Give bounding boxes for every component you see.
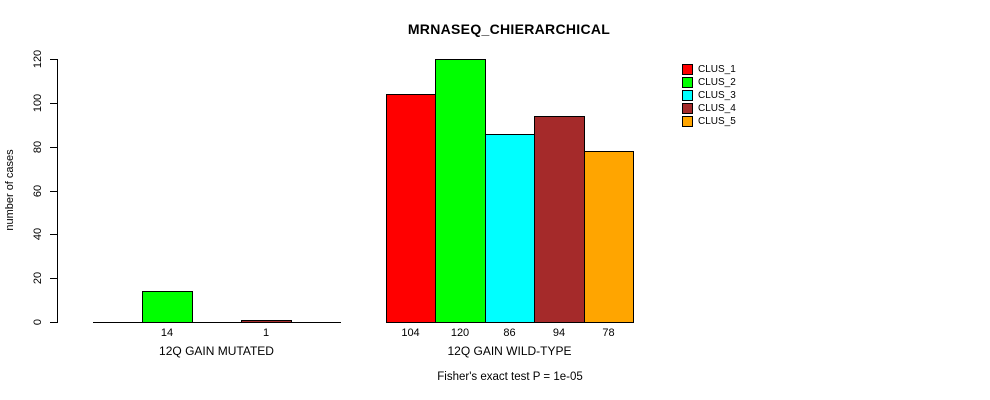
bar-value-label: 14 xyxy=(160,327,174,339)
x-axis-line xyxy=(93,322,341,323)
y-tick-label: 40 xyxy=(32,227,44,241)
x-category-label: 12Q GAIN MUTATED xyxy=(159,344,274,358)
bar-value-label: 1 xyxy=(262,327,270,339)
legend-label: CLUS_3 xyxy=(698,90,736,101)
y-tick-label: 60 xyxy=(32,184,44,198)
bar-clus_1 xyxy=(386,94,436,323)
legend-item: CLUS_3 xyxy=(682,89,736,102)
y-tick-mark xyxy=(50,59,57,60)
bar-clus_4 xyxy=(534,116,585,323)
y-tick-label: 120 xyxy=(32,49,44,69)
bar-clus_4 xyxy=(241,320,292,323)
y-tick-mark xyxy=(50,322,57,323)
footer-stat-text: Fisher's exact test P = 1e-05 xyxy=(437,371,583,383)
chart-title: MRNASEQ_CHIERARCHICAL xyxy=(407,21,611,37)
legend-swatch xyxy=(682,103,693,114)
legend-label: CLUS_1 xyxy=(698,64,736,75)
bar-value-label: 120 xyxy=(450,327,470,339)
legend-swatch xyxy=(682,116,693,127)
legend-label: CLUS_5 xyxy=(698,116,736,127)
legend-swatch xyxy=(682,90,693,101)
legend-label: CLUS_2 xyxy=(698,77,736,88)
bar-clus_3 xyxy=(485,134,535,323)
y-tick-mark xyxy=(50,191,57,192)
bar-clus_5 xyxy=(584,151,634,323)
bar-value-label: 104 xyxy=(401,327,420,339)
y-tick-mark xyxy=(50,234,57,235)
bar-value-label: 86 xyxy=(503,327,516,339)
legend: CLUS_1 CLUS_2 CLUS_3 CLUS_4 CLUS_5 xyxy=(682,63,736,128)
legend-item: CLUS_5 xyxy=(682,115,736,128)
legend-swatch xyxy=(682,64,693,75)
legend-item: CLUS_4 xyxy=(682,102,736,115)
bar-clus_2 xyxy=(142,291,193,323)
y-tick-label: 100 xyxy=(32,93,44,113)
y-tick-mark xyxy=(50,147,57,148)
y-tick-mark xyxy=(50,278,57,279)
legend-item: CLUS_1 xyxy=(682,63,736,76)
bar-value-label: 94 xyxy=(552,327,566,339)
legend-label: CLUS_4 xyxy=(698,103,736,114)
x-category-label: 12Q GAIN WILD-TYPE xyxy=(447,344,572,358)
legend-swatch xyxy=(682,77,693,88)
y-tick-label: 80 xyxy=(32,140,44,154)
y-tick-mark xyxy=(50,103,57,104)
bar-value-label: 78 xyxy=(602,327,615,339)
y-tick-label: 20 xyxy=(32,271,44,285)
legend-item: CLUS_2 xyxy=(682,76,736,89)
y-tick-label: 0 xyxy=(32,318,44,326)
y-axis-label: number of cases xyxy=(4,149,16,231)
y-axis-line xyxy=(57,59,58,323)
bar-clus_2 xyxy=(435,59,486,323)
